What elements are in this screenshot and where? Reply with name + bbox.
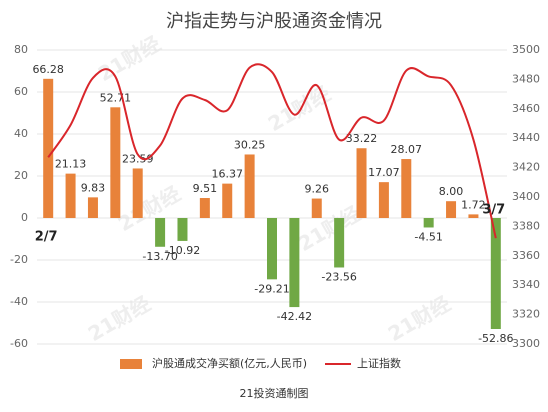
category-label: 3/7	[482, 203, 505, 218]
data-label: 21.13	[55, 158, 87, 171]
bar	[110, 107, 121, 218]
y2-tick-label: 3500	[512, 43, 540, 56]
watermark: 21财经	[384, 291, 455, 346]
data-label: 66.28	[32, 63, 64, 76]
y-tick-label: 0	[21, 211, 28, 224]
data-label: 33.22	[346, 132, 378, 145]
y-tick-label: -20	[10, 253, 28, 266]
bar	[199, 198, 210, 218]
line	[47, 63, 497, 239]
y2-tick-label: 3340	[512, 278, 540, 291]
chart-title: 沪指走势与沪股通资金情况	[166, 11, 382, 32]
data-label: -10.92	[165, 244, 200, 257]
data-label: 9.51	[193, 182, 218, 195]
data-label: 16.37	[211, 168, 243, 181]
data-label: -23.56	[321, 270, 356, 283]
data-label: 23.59	[122, 152, 154, 165]
watermark: 21财经	[94, 31, 165, 86]
bar	[43, 78, 54, 218]
data-label: 8.00	[439, 185, 464, 198]
bar	[334, 218, 345, 268]
bar	[468, 214, 479, 218]
data-label: 9.83	[81, 181, 106, 194]
watermark: 21财经	[294, 201, 365, 256]
bar	[177, 218, 188, 241]
data-label: 17.07	[368, 166, 400, 179]
data-label: 28.07	[391, 143, 423, 156]
bar	[401, 159, 412, 218]
data-label: -29.21	[254, 282, 289, 295]
bar	[222, 183, 233, 218]
y2-tick-label: 3440	[512, 131, 540, 144]
data-label: 30.25	[234, 138, 266, 151]
bar	[267, 218, 277, 280]
y-tick-label: 60	[14, 85, 28, 98]
y-tick-label: 40	[14, 127, 28, 140]
data-label: -42.42	[277, 310, 312, 323]
y-tick-label: 80	[14, 43, 28, 56]
bar	[289, 218, 300, 308]
watermark: 21财经	[84, 291, 155, 346]
bar	[378, 182, 389, 218]
y2-tick-label: 3420	[512, 161, 540, 174]
y2-tick-label: 3460	[512, 102, 540, 115]
watermark: 21财经	[264, 81, 335, 136]
bar	[244, 154, 255, 218]
bar	[446, 201, 457, 218]
bar	[490, 218, 501, 330]
bar	[65, 173, 76, 218]
bar	[87, 197, 98, 218]
y2-tick-label: 3400	[512, 190, 540, 203]
y-tick-label: 20	[14, 169, 28, 182]
legend-label: 沪股通成交净买额(亿元,人民币)	[152, 356, 307, 370]
legend-swatch	[120, 359, 142, 369]
y2-tick-label: 3360	[512, 249, 540, 262]
data-label: -13.70	[142, 250, 177, 263]
y2-tick-label: 3480	[512, 72, 540, 85]
y2-tick-label: 3300	[512, 337, 540, 350]
y-tick-label: -40	[10, 295, 28, 308]
bar	[155, 218, 166, 247]
watermark: 21财经	[114, 181, 185, 236]
bar	[356, 148, 367, 218]
bar	[311, 198, 322, 218]
y2-tick-label: 3380	[512, 219, 540, 232]
data-label: -52.86	[478, 332, 513, 345]
bar	[132, 168, 143, 218]
data-label: 1.72	[461, 198, 486, 211]
bar	[423, 218, 434, 228]
data-label: -4.51	[414, 230, 442, 243]
category-label: 2/7	[35, 230, 58, 245]
data-label: 9.26	[305, 183, 330, 196]
legend-label: 上证指数	[357, 356, 401, 370]
y-tick-label: -60	[10, 337, 28, 350]
footer: 21投资通制图	[240, 386, 309, 400]
y2-tick-label: 3320	[512, 308, 540, 321]
data-label: 52.71	[100, 91, 132, 104]
